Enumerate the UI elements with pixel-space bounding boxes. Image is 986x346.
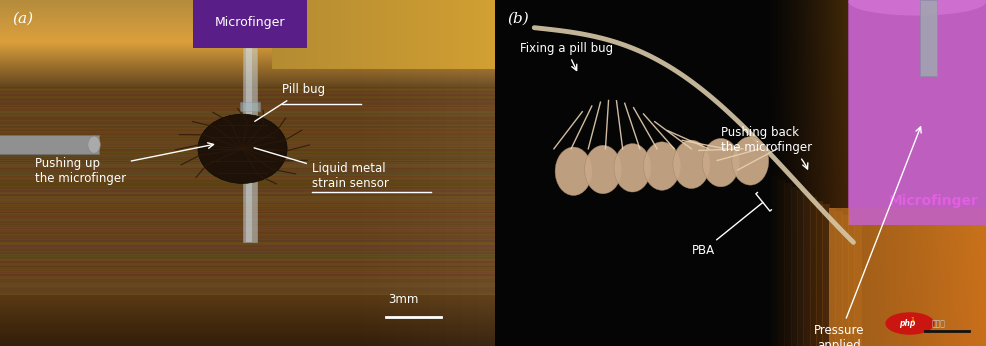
Text: (b): (b)	[507, 12, 529, 26]
Bar	[835, 211, 843, 346]
Ellipse shape	[702, 138, 740, 187]
Bar	[804, 194, 810, 346]
Bar	[848, 218, 856, 346]
Bar	[920, 0, 937, 76]
Text: Fixing a pill bug: Fixing a pill bug	[520, 42, 612, 71]
Bar	[240, 102, 260, 111]
Bar	[240, 147, 260, 156]
Text: PBA: PBA	[691, 192, 772, 257]
Bar	[246, 48, 252, 242]
Ellipse shape	[585, 145, 621, 194]
Text: Liquid metal
strain sensor: Liquid metal strain sensor	[254, 148, 388, 190]
Text: Pill bug: Pill bug	[254, 83, 325, 121]
Bar	[193, 0, 307, 48]
Ellipse shape	[555, 147, 592, 195]
Text: 中文网: 中文网	[932, 319, 946, 328]
Bar	[771, 176, 779, 346]
Ellipse shape	[614, 144, 651, 192]
Bar	[829, 208, 986, 346]
Text: Pressure
applied: Pressure applied	[813, 127, 921, 346]
Bar	[810, 197, 817, 346]
Bar	[784, 183, 792, 346]
Bar	[842, 215, 849, 346]
Ellipse shape	[885, 312, 935, 335]
Text: Microfinger: Microfinger	[888, 194, 979, 208]
Text: Pushing up
the microfinger: Pushing up the microfinger	[35, 143, 214, 185]
Bar	[765, 173, 772, 346]
Bar	[791, 187, 798, 346]
Bar	[797, 190, 805, 346]
Bar	[829, 208, 836, 346]
Bar	[816, 201, 823, 346]
Bar	[243, 48, 257, 242]
Text: Pushing back
the microfinger: Pushing back the microfinger	[721, 126, 811, 169]
Text: php: php	[899, 319, 916, 328]
Bar	[822, 204, 830, 346]
Ellipse shape	[198, 114, 287, 183]
Ellipse shape	[732, 137, 769, 185]
Bar	[0, 135, 99, 154]
Bar	[855, 221, 862, 346]
Bar	[240, 123, 260, 131]
Text: 1: 1	[910, 317, 914, 322]
Text: (a): (a)	[13, 12, 34, 26]
Bar	[778, 180, 785, 346]
Ellipse shape	[673, 140, 710, 189]
Ellipse shape	[88, 136, 101, 153]
Bar	[849, 0, 986, 225]
Text: 3mm: 3mm	[388, 293, 419, 306]
Ellipse shape	[644, 142, 680, 190]
Ellipse shape	[849, 0, 986, 16]
Text: Microfinger: Microfinger	[215, 16, 285, 29]
